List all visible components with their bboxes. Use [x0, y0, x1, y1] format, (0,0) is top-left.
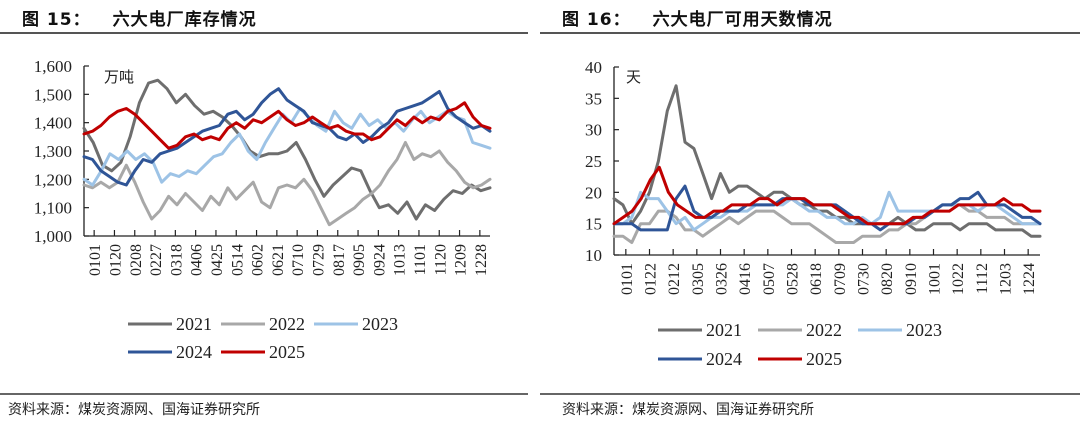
x-tick-label: 0122: [643, 263, 660, 295]
x-tick-label: 0101: [87, 244, 104, 276]
x-tick-label: 0621: [270, 244, 287, 276]
y-tick-label: 15: [585, 215, 602, 234]
y-tick-label: 1,400: [34, 114, 72, 133]
x-tick-label: 0820: [879, 263, 896, 295]
x-tick-label: 1209: [453, 244, 470, 276]
x-tick-label: 1228: [473, 244, 490, 276]
legend-label-2021: 2021: [176, 314, 212, 334]
x-tick-label: 0730: [856, 263, 873, 295]
source-rule: [0, 393, 528, 395]
legend-label-2023: 2023: [906, 320, 942, 340]
source-rule: [540, 393, 1080, 395]
x-tick-label: 0710: [290, 244, 307, 276]
x-tick-label: 0924: [371, 244, 388, 276]
title-rule: [540, 32, 1080, 34]
x-tick-label: 0212: [666, 263, 683, 295]
series-line-2022: [612, 203, 1042, 244]
x-tick-label: 0618: [808, 263, 825, 295]
x-tick-label: 1112: [974, 263, 991, 294]
x-tick-label: 0305: [690, 263, 707, 295]
x-tick-label: 0101: [619, 263, 636, 295]
x-tick-label: 0227: [148, 244, 165, 276]
figure-number: 图 16：: [562, 10, 631, 30]
y-tick-label: 1,000: [34, 227, 72, 246]
y-tick-label: 40: [585, 58, 602, 77]
x-tick-label: 1101: [412, 244, 429, 275]
x-tick-label: 1022: [950, 263, 967, 295]
x-tick-label: 0817: [331, 244, 348, 276]
x-tick-label: 0905: [351, 244, 368, 276]
series-line-2021: [612, 84, 1042, 238]
x-tick-label: 1120: [432, 244, 449, 275]
x-tick-label: 0602: [250, 244, 267, 276]
x-tick-label: 0326: [714, 263, 731, 295]
series-line-2025: [82, 101, 492, 150]
x-tick-label: 0318: [168, 244, 185, 276]
legend-label-2022: 2022: [269, 314, 305, 334]
x-tick-label: 0514: [229, 244, 246, 276]
title-rule: [0, 32, 528, 34]
figure-16-title: 图 16： 六大电厂可用天数情况: [562, 5, 833, 30]
y-tick-label: 10: [585, 246, 602, 265]
x-tick-label: 1001: [927, 263, 944, 295]
figure-title-text: 六大电厂库存情况: [112, 10, 257, 30]
x-tick-label: 0120: [107, 244, 124, 276]
series-line-2024: [82, 87, 492, 187]
source-note: 资料来源：煤炭资源网、国海证券研究所: [562, 402, 814, 418]
x-tick-label: 0416: [737, 263, 754, 295]
x-tick-label: 0729: [310, 244, 327, 276]
legend-label-2022: 2022: [806, 320, 842, 340]
y-tick-label: 20: [585, 183, 602, 202]
figure-title-text: 六大电厂可用天数情况: [652, 10, 833, 30]
x-tick-label: 1203: [998, 263, 1015, 295]
y-tick-label: 1,100: [34, 199, 72, 218]
x-tick-label: 0709: [832, 263, 849, 295]
y-tick-label: 30: [585, 121, 602, 140]
x-tick-label: 0910: [903, 263, 920, 295]
x-tick-label: 0208: [128, 244, 145, 276]
x-tick-label: 0406: [189, 244, 206, 276]
figure-15-title: 图 15： 六大电厂库存情况: [22, 5, 257, 30]
figure-number: 图 15：: [22, 10, 91, 30]
x-tick-label: 1013: [392, 244, 409, 276]
figure-16-panel: 图 16： 六大电厂可用天数情况 10 15 20 25 30 35 40 天 0101 0122 0…: [540, 0, 1080, 424]
legend-label-2024: 2024: [706, 349, 742, 369]
x-tick-label: 1224: [1021, 263, 1038, 295]
series-line-2022: [82, 141, 492, 227]
inventory-line-chart: 1,000 1,100 1,200 1,300 1,400 1,500 1,600 万吨 010…: [34, 57, 492, 362]
y-tick-label: 1,600: [34, 57, 72, 76]
x-tick-label: 0425: [209, 244, 226, 276]
x-tick-label: 0528: [785, 263, 802, 295]
y-tick-label: 1,500: [34, 85, 72, 104]
legend-label-2025: 2025: [269, 342, 305, 362]
legend-label-2024: 2024: [176, 342, 212, 362]
y-tick-label: 1,200: [34, 170, 72, 189]
y-tick-label: 1,300: [34, 142, 72, 161]
series-line-2025: [612, 165, 1042, 226]
source-note: 资料来源：煤炭资源网、国海证券研究所: [8, 402, 260, 418]
y-unit-label: 天: [626, 70, 641, 86]
legend-label-2025: 2025: [806, 349, 842, 369]
legend-label-2023: 2023: [362, 314, 398, 334]
y-tick-label: 35: [585, 89, 602, 108]
y-unit-label: 万吨: [104, 69, 134, 86]
y-tick-label: 25: [585, 152, 602, 171]
legend-label-2021: 2021: [706, 320, 742, 340]
series-line-2021: [82, 78, 492, 221]
figure-15-panel: 图 15： 六大电厂库存情况 1,000 1,100 1,200 1,300 1,400 1…: [0, 5, 528, 418]
x-tick-label: 0507: [761, 263, 778, 295]
